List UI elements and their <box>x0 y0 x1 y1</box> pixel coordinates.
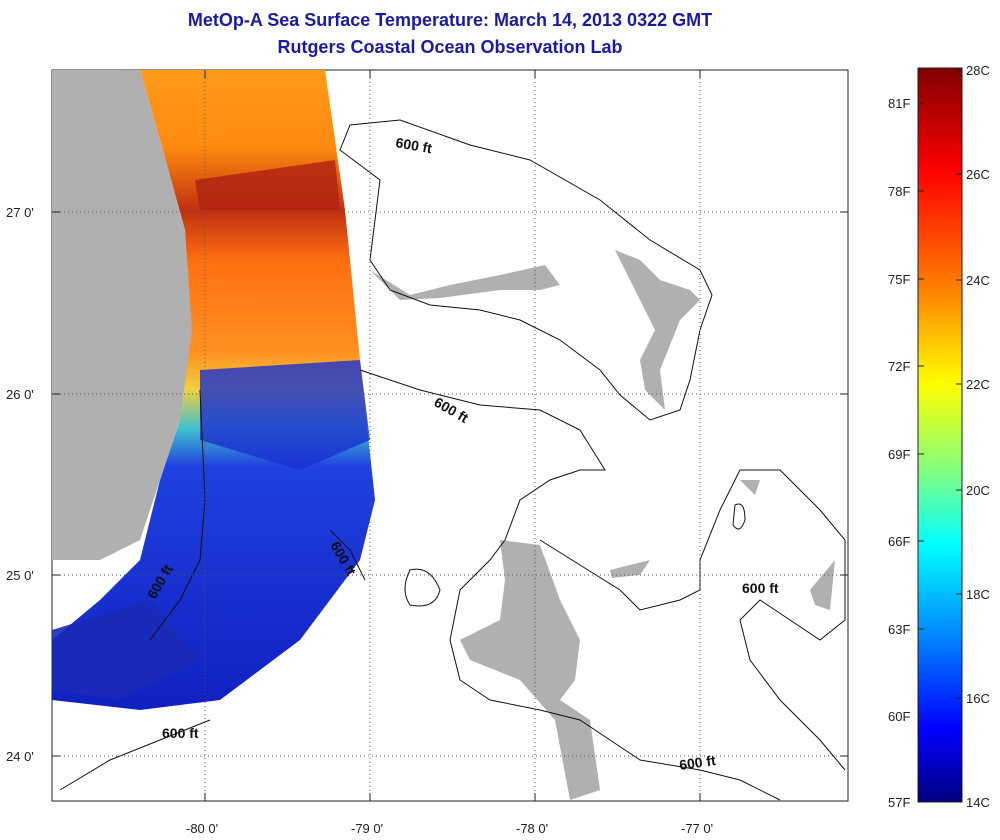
lon-tick-label: -80 0' <box>186 821 218 836</box>
colorbar-ticks <box>918 69 962 717</box>
tick-marks <box>52 70 848 801</box>
contour-label-east: 600 ft <box>742 580 779 596</box>
colorbar-celsius-label: 20C <box>966 483 990 498</box>
lon-tick-label: -77 0' <box>681 821 713 836</box>
colorbar-fahrenheit-label: 57F <box>888 795 910 810</box>
colorbar-fahrenheit-label: 78F <box>888 184 910 199</box>
colorbar-fahrenheit-label: 81F <box>888 96 910 111</box>
lake-region <box>52 200 95 262</box>
warm-band <box>195 160 340 210</box>
colorbar-celsius-label: 14C <box>966 795 990 810</box>
colorbar-celsius-label: 18C <box>966 587 990 602</box>
map-title: MetOp-A Sea Surface Temperature: March 1… <box>187 10 713 30</box>
colorbar-fahrenheit-label: 66F <box>888 534 910 549</box>
lat-tick-label: 26 0' <box>6 387 34 402</box>
andros <box>460 540 600 800</box>
contour-label-north: 600 ft <box>394 134 433 156</box>
contour-label-southwest: 600 ft <box>162 725 199 741</box>
lat-tick-label: 24 0' <box>6 749 34 764</box>
colorbar-celsius-label: 24C <box>966 273 990 288</box>
eleuthera <box>740 480 835 610</box>
colorbar-celsius-label: 22C <box>966 377 990 392</box>
colorbar <box>917 67 963 803</box>
colorbar-fahrenheit-label: 72F <box>888 359 910 374</box>
contour-label-south: 600 ft <box>678 752 717 773</box>
grand-bahama <box>370 265 560 300</box>
cool-region-south <box>52 600 200 700</box>
colorbar-celsius-label: 28C <box>966 63 990 78</box>
colorbar-celsius-label: 16C <box>966 691 990 706</box>
florida-land <box>52 70 192 560</box>
colorbar-fahrenheit-label: 60F <box>888 709 910 724</box>
map-subtitle: Rutgers Coastal Ocean Observation Lab <box>277 37 623 57</box>
abaco <box>615 250 700 410</box>
lat-tick-label: 27 0' <box>6 205 34 220</box>
colorbar-celsius-label: 26C <box>966 167 990 182</box>
map-grid <box>52 70 848 801</box>
cool-region <box>200 360 370 470</box>
colorbar-fahrenheit-label: 69F <box>888 447 910 462</box>
lon-tick-label: -78 0' <box>516 821 548 836</box>
bathymetry-contours <box>59 119 846 801</box>
lat-tick-label: 25 0' <box>6 568 34 583</box>
colorbar-fahrenheit-label: 63F <box>888 622 910 637</box>
colorbar-fahrenheit-label: 75F <box>888 272 910 287</box>
berry-islands <box>610 560 650 578</box>
lon-tick-label: -79 0' <box>351 821 383 836</box>
